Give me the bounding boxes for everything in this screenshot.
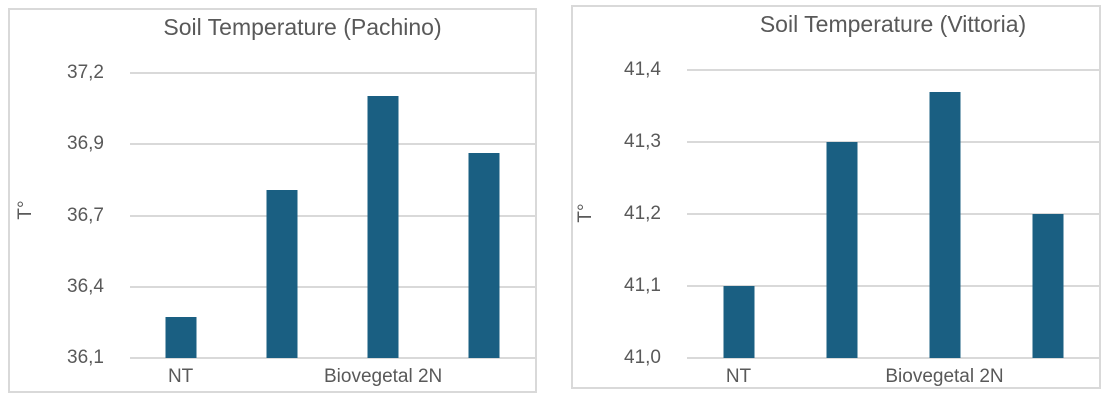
y-tick-label: 36,1: [67, 347, 104, 368]
gridline: [687, 141, 1099, 143]
gridline: [687, 357, 1099, 359]
bar: [266, 189, 298, 358]
chart-card-pachino: Soil Temperature (Pachino) T° 37,2 36,9 36…: [8, 8, 537, 393]
chart-title-pachino: Soil Temperature (Pachino): [163, 14, 442, 40]
y-tick-label: 37,2: [67, 62, 104, 83]
gridline: [687, 285, 1099, 287]
y-tick-label: 36,7: [67, 204, 104, 226]
y-axis-title: T°: [15, 200, 36, 220]
chart-card-vittoria: Soil Temperature (Vittoria) T° 41,4 41,3 4…: [571, 5, 1101, 389]
y-axis-title: T°: [575, 203, 596, 223]
y-tick-label: 41,1: [624, 275, 661, 296]
gridline: [687, 69, 1099, 71]
bar: [929, 91, 960, 358]
y-tick-label: 36,9: [67, 133, 104, 155]
bar: [468, 153, 500, 358]
gridline: [130, 214, 535, 217]
plot-area-pachino: 37,2 36,9 36,7 36,4 36,1 NT Biovegetal 2N: [67, 62, 535, 387]
x-tick-label: Biovegetal 2N: [885, 366, 1004, 387]
x-tick-label: Biovegetal 2N: [323, 366, 443, 387]
bar: [1032, 214, 1063, 358]
bar: [723, 286, 754, 358]
bar: [367, 96, 399, 358]
gridline: [130, 143, 535, 146]
y-tick-label: 36,4: [67, 275, 104, 297]
chart-title-vittoria: Soil Temperature (Vittoria): [759, 11, 1027, 37]
y-tick-label: 41,4: [624, 59, 661, 80]
plot-area-vittoria: 41,4 41,3 41,2 41,1 41,0 NT Biovegetal 2N: [624, 59, 1099, 387]
y-tick-label: 41,2: [624, 203, 661, 224]
y-tick-label: 41,0: [624, 347, 661, 368]
bar: [826, 142, 857, 358]
gridline: [130, 285, 535, 288]
gridline: [687, 213, 1099, 215]
gridline: [130, 72, 535, 74]
gridline: [130, 357, 535, 359]
x-tick-label: NT: [725, 366, 752, 387]
x-tick-label: NT: [167, 366, 194, 387]
bar: [165, 316, 197, 358]
y-tick-label: 41,3: [624, 131, 661, 152]
